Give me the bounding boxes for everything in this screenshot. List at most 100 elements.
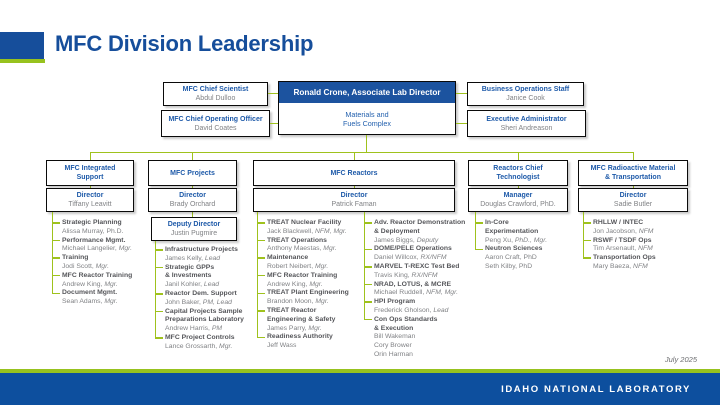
leader-box: Manager Douglas Crawford, PhD. bbox=[468, 188, 568, 212]
org-list-item-person: Lance Grossarth, Mgr. bbox=[165, 342, 233, 350]
chief-operating-officer-box: MFC Chief Operating Officer David Coates bbox=[161, 110, 270, 137]
org-list-item: MFC Reactor Training Andrew King, Mgr. bbox=[52, 271, 148, 290]
staff-list-integrated-support: Strategic Planning Alissa Murray, Ph.D. Pe… bbox=[52, 212, 148, 307]
logo-block bbox=[0, 32, 44, 59]
leader-box: Director Patrick Faman bbox=[253, 188, 455, 212]
deputy-director-box: Deputy Director Justin Pugmire bbox=[151, 217, 237, 241]
footer-bar: IDAHO NATIONAL LABORATORY bbox=[0, 373, 720, 405]
associate-lab-director-name: Ronald Crone, Associate Lab Director bbox=[279, 82, 455, 103]
org-list-item-person: Sean Adams, Mgr. bbox=[62, 298, 118, 306]
org-list-item-person: Andrew King, Mgr. bbox=[267, 280, 323, 288]
org-list-item-person: Aaron Craft, PhD bbox=[485, 254, 537, 262]
org-list-item-title: Adv. Reactor Demonstration & Deployment bbox=[374, 219, 466, 235]
logo-underline bbox=[0, 59, 45, 63]
connector-line bbox=[633, 186, 635, 189]
connector-spine bbox=[364, 212, 366, 320]
org-list-item: Transportation Ops Mary Baeza, NFM bbox=[583, 254, 690, 272]
page-title: MFC Division Leadership bbox=[55, 31, 314, 56]
connector-line bbox=[90, 152, 92, 161]
division-name: MFC Radioactive Material & Transportatio… bbox=[590, 165, 676, 181]
chief-scientist-box: MFC Chief Scientist Abdul Dulloo bbox=[163, 82, 268, 106]
date-note: July 2025 bbox=[664, 355, 697, 364]
division-name: MFC Reactors bbox=[330, 169, 378, 177]
org-list-item-title: TREAT Reactor Engineering & Safety bbox=[267, 306, 336, 323]
leader-label: Director bbox=[619, 192, 647, 199]
org-list-item-title: Con Ops Standards & Execution bbox=[374, 315, 438, 332]
org-list-item: NRAD, LOTUS, & MCRE Michael Ruddell, NFM,… bbox=[364, 281, 474, 299]
leader-box: Director Brady Orchard bbox=[148, 188, 237, 212]
org-list-item: Performance Mgmt. Michael Langelier, Mgr. bbox=[52, 236, 148, 255]
org-list-item-person: Jeff Wass bbox=[267, 342, 297, 350]
org-list-item-person: Mary Baeza, NFM bbox=[593, 262, 648, 270]
org-list-item: TREAT Nuclear Facility Jack Blackwell, NF… bbox=[257, 219, 359, 237]
org-list-item: MARVEL T-REXC Test Bed Travis King, RX/NF… bbox=[364, 263, 474, 281]
staff-list-radioactive-material: RHLLW / INTEC Jon Jacobson, NFM RSWF / TSD… bbox=[583, 212, 690, 272]
org-list-item-person: Andrew Harris, PM bbox=[165, 325, 223, 333]
connector-line bbox=[354, 186, 356, 189]
org-list-item-person: Cory Brower bbox=[374, 342, 412, 350]
division-box-radioactive-material: MFC Radioactive Material & Transportatio… bbox=[578, 160, 688, 186]
org-list-item-title: Performance Mgmt. bbox=[62, 236, 126, 244]
connector-line bbox=[192, 186, 194, 189]
connector-spine bbox=[475, 212, 477, 249]
org-list-item: RHLLW / INTEC Jon Jacobson, NFM bbox=[583, 219, 690, 237]
leader-label: Director bbox=[340, 192, 368, 199]
associate-lab-director-box: Ronald Crone, Associate Lab Director Mat… bbox=[278, 81, 456, 135]
org-list-item-person: James Kelly, Lead bbox=[165, 254, 221, 262]
division-box-integrated-support: MFC Integrated Support bbox=[46, 160, 134, 186]
org-list-item-person: Anthony Maestas, Mgr. bbox=[267, 245, 337, 253]
box-title: Business Operations Staff bbox=[481, 86, 570, 93]
box-title: MFC Chief Operating Officer bbox=[168, 115, 263, 123]
org-list-item-title: HPI Program bbox=[374, 298, 416, 306]
leader-label: Director bbox=[76, 192, 104, 199]
division-name: Reactors Chief Technologist bbox=[493, 165, 543, 181]
org-list-item-person: Alissa Murray, Ph.D. bbox=[62, 227, 124, 235]
lab-name: IDAHO NATIONAL LABORATORY bbox=[501, 383, 691, 395]
leader-name: Patrick Faman bbox=[331, 201, 377, 208]
org-list-item: Capital Projects Sample Preparations Lab… bbox=[155, 307, 250, 334]
org-list-item: HPI Program Frederick Gholson, Lead bbox=[364, 298, 474, 316]
org-list-item: Con Ops Standards & Execution Bill Wakema… bbox=[364, 315, 474, 360]
org-list-item: Infrastructure Projects James Kelly, Lead bbox=[155, 246, 250, 264]
org-list-item-title: Transportation Ops bbox=[593, 254, 656, 262]
org-list-item-title: Strategic Planning bbox=[62, 219, 122, 226]
org-list-item-title: Strategic GPPs & Investments bbox=[165, 263, 215, 280]
org-list-item: Strategic GPPs & Investments Janil Kohler… bbox=[155, 263, 250, 290]
org-list-item-title: TREAT Nuclear Facility bbox=[267, 219, 342, 226]
org-list-item-person: Travis King, RX/NFM bbox=[374, 271, 438, 279]
box-title: MFC Chief Scientist bbox=[182, 86, 249, 93]
business-operations-staff-box: Business Operations Staff Janice Cook bbox=[467, 82, 584, 106]
org-list-item-title: RSWF / TSDF Ops bbox=[593, 236, 652, 244]
org-list-item-person: James Parry, Mgr. bbox=[267, 324, 322, 332]
staff-list-chief-technologist: In-Core Experimentation Peng Xu, PhD., Mg… bbox=[475, 212, 570, 272]
org-list-item: RSWF / TSDF Ops Tim Arsenault, NFM bbox=[583, 236, 690, 255]
connector-line bbox=[456, 123, 467, 125]
leader-label: Director bbox=[179, 192, 206, 199]
org-list-item: Training Jodi Scott, Mgr. bbox=[52, 254, 148, 272]
connector-line bbox=[518, 186, 520, 189]
org-list-item-title: Neutron Sciences bbox=[485, 245, 543, 253]
org-list-item: Adv. Reactor Demonstration & Deployment J… bbox=[364, 219, 474, 245]
leader-box: Director Sadie Butler bbox=[578, 188, 688, 212]
connector-spine bbox=[52, 212, 54, 293]
org-list-item: Neutron Sciences Aaron Craft, PhD Seth Kil… bbox=[475, 245, 570, 271]
org-list-item-person: Daniel Willcox, RX/NFM bbox=[374, 254, 447, 262]
staff-list-reactors-right: Adv. Reactor Demonstration & Deployment J… bbox=[364, 212, 474, 360]
org-list-item-person: Seth Kilby, PhD bbox=[485, 262, 533, 270]
org-list-item: Readiness Authority Jeff Wass bbox=[257, 333, 359, 351]
org-list-item-person: Brandon Moon, Mgr. bbox=[267, 298, 329, 306]
box-name: Sheri Andreason bbox=[500, 124, 553, 132]
connector-line bbox=[270, 123, 278, 125]
org-list-item-person: Jon Jacobson, NFM bbox=[593, 227, 654, 235]
footer-green-bar bbox=[0, 369, 720, 373]
connector-spine bbox=[257, 212, 259, 337]
org-list-item-title: Capital Projects Sample Preparations Lab… bbox=[165, 307, 244, 324]
connector-line bbox=[90, 152, 634, 154]
box-name: David Coates bbox=[194, 124, 237, 132]
box-title: Executive Administrator bbox=[486, 115, 567, 123]
org-list-item-title: DOME/PELE Operations bbox=[374, 245, 452, 253]
org-list-item-title: MFC Reactor Training bbox=[62, 271, 133, 279]
associate-lab-director-org: Materials and Fuels Complex bbox=[343, 109, 391, 128]
org-list-item-title: TREAT Operations bbox=[267, 236, 327, 244]
org-list-item-title: RHLLW / INTEC bbox=[593, 219, 644, 226]
